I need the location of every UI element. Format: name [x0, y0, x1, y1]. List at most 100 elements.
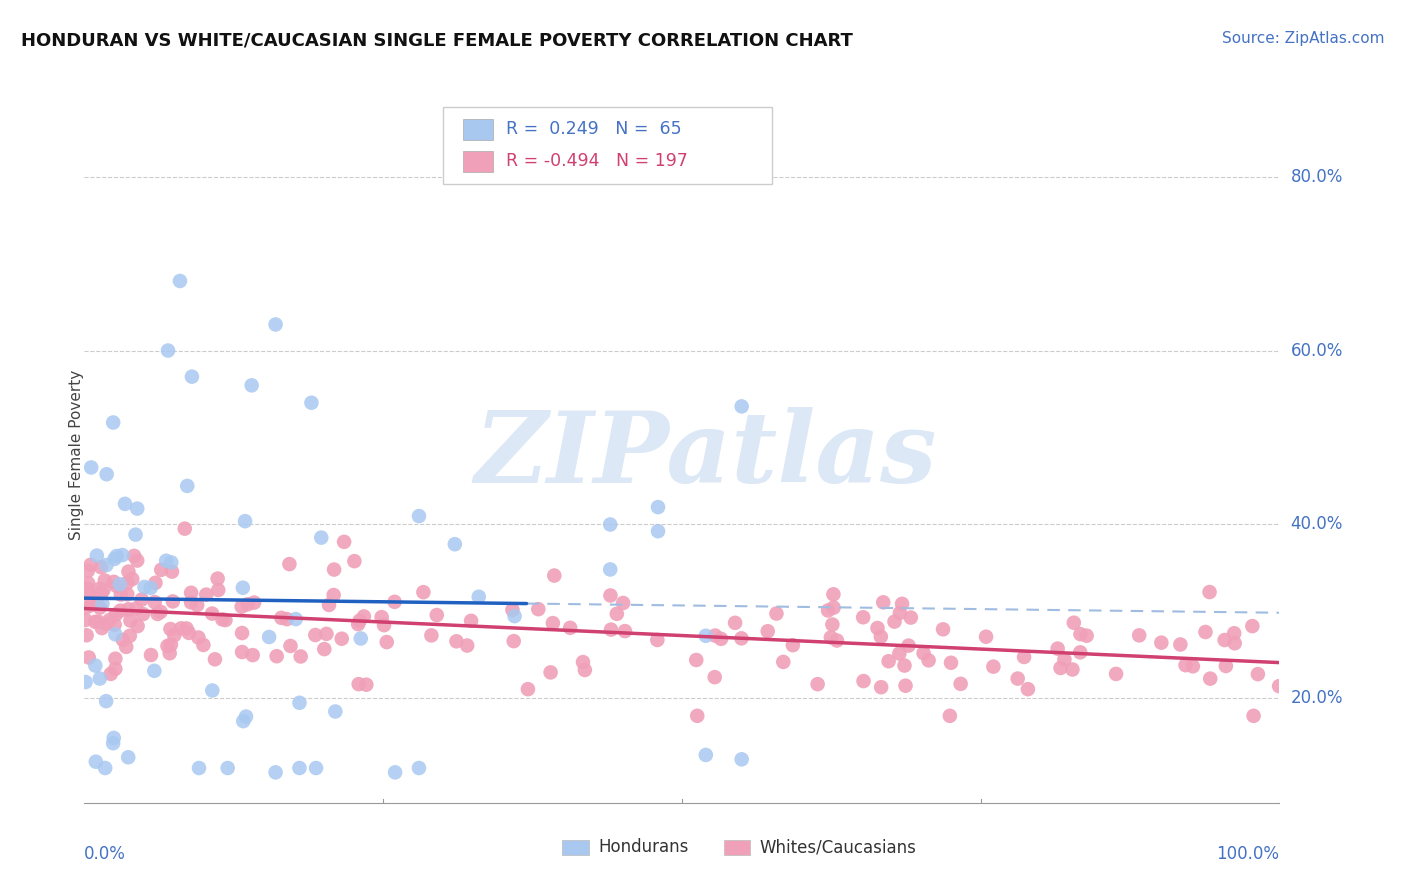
Point [574, 663, 596, 677]
Point [606, 607, 628, 621]
Point [104, 651, 127, 665]
Point [1063, 615, 1085, 630]
Point [870, 680, 893, 694]
Point [1268, 679, 1291, 693]
Point [94, 694, 117, 708]
Point [456, 639, 478, 653]
Point [1105, 667, 1128, 681]
Point [79, 558, 101, 572]
Point [77, 576, 100, 591]
Point [883, 615, 905, 629]
Point [132, 607, 155, 621]
Point [1007, 672, 1029, 686]
Point [101, 736, 124, 750]
FancyBboxPatch shape [463, 119, 494, 140]
Point [188, 761, 211, 775]
Point [180, 586, 202, 600]
Point [181, 369, 204, 384]
Point [765, 607, 787, 621]
Point [110, 604, 132, 618]
Point [89, 672, 111, 686]
Point [117, 587, 139, 601]
Point [772, 655, 794, 669]
Point [503, 609, 526, 624]
Point [143, 664, 166, 678]
Point [1062, 663, 1084, 677]
Point [932, 622, 955, 636]
Point [104, 627, 127, 641]
Point [75, 613, 97, 627]
Point [264, 318, 287, 332]
Point [408, 509, 430, 524]
Point [724, 615, 747, 630]
Point [103, 731, 125, 745]
Point [823, 600, 845, 615]
Point [420, 628, 443, 642]
Text: 60.0%: 60.0% [1291, 342, 1343, 359]
Text: 40.0%: 40.0% [1291, 516, 1343, 533]
Point [1069, 627, 1091, 641]
Point [240, 378, 263, 392]
Point [460, 614, 482, 628]
Point [162, 594, 184, 608]
Point [1049, 661, 1071, 675]
Point [110, 588, 132, 602]
Point [685, 653, 707, 667]
Point [731, 752, 754, 766]
Point [156, 639, 179, 653]
Point [820, 631, 842, 645]
Point [869, 630, 891, 644]
Point [1017, 682, 1039, 697]
Point [96, 467, 118, 482]
Point [75, 586, 97, 600]
Point [278, 557, 301, 571]
Point [86, 591, 108, 606]
Point [160, 565, 183, 579]
Point [1247, 667, 1270, 681]
Point [330, 632, 353, 646]
Point [600, 623, 623, 637]
Point [356, 678, 378, 692]
Point [288, 696, 311, 710]
Point [290, 649, 312, 664]
Point [159, 622, 181, 636]
Point [825, 633, 848, 648]
Point [201, 683, 224, 698]
Point [86, 549, 108, 563]
Point [104, 662, 127, 676]
Text: R = -0.494   N = 197: R = -0.494 N = 197 [506, 153, 688, 170]
Point [90, 560, 112, 574]
Point [408, 761, 430, 775]
Point [77, 650, 100, 665]
Point [1198, 585, 1220, 599]
Point [599, 589, 621, 603]
Point [108, 577, 131, 591]
Point [207, 572, 229, 586]
Point [79, 589, 101, 603]
Point [1046, 641, 1069, 656]
Point [318, 598, 340, 612]
Point [143, 595, 166, 609]
Point [889, 606, 911, 620]
Point [974, 630, 997, 644]
Point [614, 624, 637, 639]
Point [949, 677, 972, 691]
Point [917, 653, 939, 667]
Point [333, 534, 356, 549]
Point [242, 648, 264, 662]
Text: Whites/Caucasians: Whites/Caucasians [759, 838, 917, 856]
Point [211, 612, 233, 626]
Point [893, 658, 915, 673]
Point [114, 497, 136, 511]
Point [647, 500, 669, 514]
Point [315, 627, 337, 641]
Point [124, 527, 146, 541]
Point [426, 608, 449, 623]
Point [76, 564, 98, 578]
Point [134, 580, 156, 594]
Point [145, 575, 167, 590]
Point [201, 607, 224, 621]
Point [1223, 626, 1246, 640]
Point [1076, 629, 1098, 643]
Text: Hondurans: Hondurans [599, 838, 689, 856]
